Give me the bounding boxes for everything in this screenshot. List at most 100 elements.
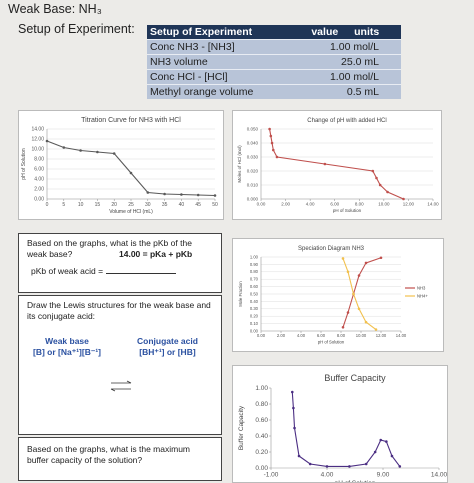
x-tick-label: 6.00 [330, 202, 339, 207]
data-point [308, 462, 312, 466]
data-point [390, 454, 394, 458]
x-axis-label: pH of Solution [333, 208, 362, 213]
chart: Buffer Capacity 0.00 0.20 0.40 0.60 0.80 1.00 -… [232, 365, 448, 483]
y-tick-label: 0.80 [255, 401, 268, 408]
x-axis-label: Volume of HCl (mL) [109, 209, 153, 215]
data-point [129, 171, 133, 175]
buffer-box: Based on the graphs, what is the maximum… [18, 437, 222, 481]
data-point [323, 162, 327, 166]
x-tick-label: 15 [95, 202, 101, 208]
data-point [341, 326, 345, 329]
answer-line [106, 273, 177, 274]
data-point [348, 465, 351, 468]
data-point [346, 311, 350, 314]
cell: 1.00 mol/L [298, 39, 401, 55]
y-tick-label: 0.00 [250, 328, 259, 333]
y-tick-label: 0.60 [255, 417, 268, 424]
y-tick-label: 0.40 [255, 433, 268, 440]
cell: Conc HCl - [HCl] [147, 69, 299, 85]
base-title: Weak base [45, 336, 89, 346]
y-tick-label: 2.00 [34, 187, 44, 193]
data-point [346, 270, 350, 274]
y-tick-label: 0.010 [247, 183, 259, 188]
y-tick-label: 0.050 [247, 127, 259, 132]
y-tick-label: 0.10 [250, 321, 259, 326]
y-tick-label: 0.20 [255, 449, 268, 456]
data-point [374, 328, 378, 331]
data-point [292, 406, 295, 410]
y-tick-label: 0.40 [250, 299, 259, 304]
data-point [275, 155, 279, 159]
y-tick-label: 10.00 [31, 147, 44, 153]
x-tick-label: 14.00 [427, 202, 439, 207]
y-tick-label: 0.70 [250, 277, 259, 282]
x-tick-label: 0 [46, 202, 49, 208]
answer-label: pKb of weak acid = [31, 266, 104, 276]
y-tick-label: 4.00 [34, 177, 44, 183]
y-tick-label: 0.030 [247, 155, 259, 160]
data-point [371, 169, 375, 173]
x-tick-label: 4.00 [306, 202, 315, 207]
y-tick-label: 0.50 [250, 291, 259, 296]
data-point [386, 190, 389, 194]
data-point [290, 390, 294, 394]
y-tick-label: 0.80 [250, 269, 259, 274]
x-tick-label: 2.00 [277, 333, 286, 338]
x-tick-label: 9.00 [377, 472, 390, 479]
data-point [379, 256, 383, 260]
data-point [357, 307, 361, 311]
y-tick-label: 0.000 [247, 197, 259, 202]
x-axis-label: pH of Solution [318, 339, 345, 344]
data-point [62, 146, 66, 149]
cell: 0.5 mL [298, 84, 401, 99]
y-tick-label: 0.040 [247, 141, 259, 146]
x-tick-label: 14.00 [396, 333, 407, 338]
x-tick-label: 14.00 [431, 472, 448, 479]
data-point [364, 462, 368, 466]
x-tick-label: 25 [128, 202, 134, 208]
data-line [342, 257, 382, 328]
y-tick-label: 8.00 [34, 157, 44, 163]
y-tick-label: 0.00 [34, 197, 44, 203]
chart: Titration Curve for NH3 with HCl 0.00 2.00… [18, 110, 224, 220]
x-tick-label: 30 [145, 202, 151, 208]
cell: 25.0 mL [298, 54, 401, 70]
x-tick-label: 50 [212, 202, 218, 208]
y-tick-label: 0.90 [250, 262, 259, 267]
data-point [293, 426, 296, 430]
question: Draw the Lewis structures for the weak b… [27, 300, 211, 321]
y-tick-label: 0.30 [250, 306, 259, 311]
acid: Conjugate acid [BH⁺¹] or [HB] [137, 336, 198, 358]
x-tick-label: 10 [78, 202, 84, 208]
data-point [180, 193, 183, 196]
setup-table: Setup of Experiment value units Conc NH3… [147, 25, 401, 99]
equation: 14.00 = pKa + pKb [119, 249, 193, 259]
data-point [269, 134, 273, 138]
x-tick-label: 45 [195, 202, 201, 208]
y-tick-label: 12.00 [31, 137, 44, 143]
data-point [270, 141, 274, 145]
column-header: value [298, 25, 352, 40]
y-tick-label: 0.00 [255, 465, 268, 472]
acid-formula: [BH⁺¹] or [HB] [139, 347, 196, 357]
chart-title: Change of pH with added HCl [307, 118, 386, 124]
data-line [342, 258, 377, 330]
data-point [398, 465, 402, 468]
x-tick-label: 12.00 [403, 202, 415, 207]
x-tick-label: 10.00 [356, 333, 367, 338]
title: Weak Base: NH₃ [8, 2, 102, 16]
chart: Speciation Diagram NH3 0.00 0.10 0.20 0.30 0.… [232, 238, 444, 352]
data-point [402, 197, 405, 201]
x-tick-label: 8.00 [355, 202, 364, 207]
data-point [357, 274, 361, 277]
y-tick-label: 1.00 [255, 385, 268, 392]
x-tick-label: 40 [179, 202, 185, 208]
data-point [378, 183, 382, 187]
cell: Conc NH3 - [NH3] [147, 39, 299, 55]
x-tick-label: 10.00 [378, 202, 390, 207]
acid-title: Conjugate acid [137, 336, 198, 346]
data-point [163, 192, 166, 196]
equilibrium-arrows [110, 380, 132, 392]
legend-label: NH3 [417, 286, 426, 291]
x-tick-label: 4.00 [321, 472, 334, 479]
